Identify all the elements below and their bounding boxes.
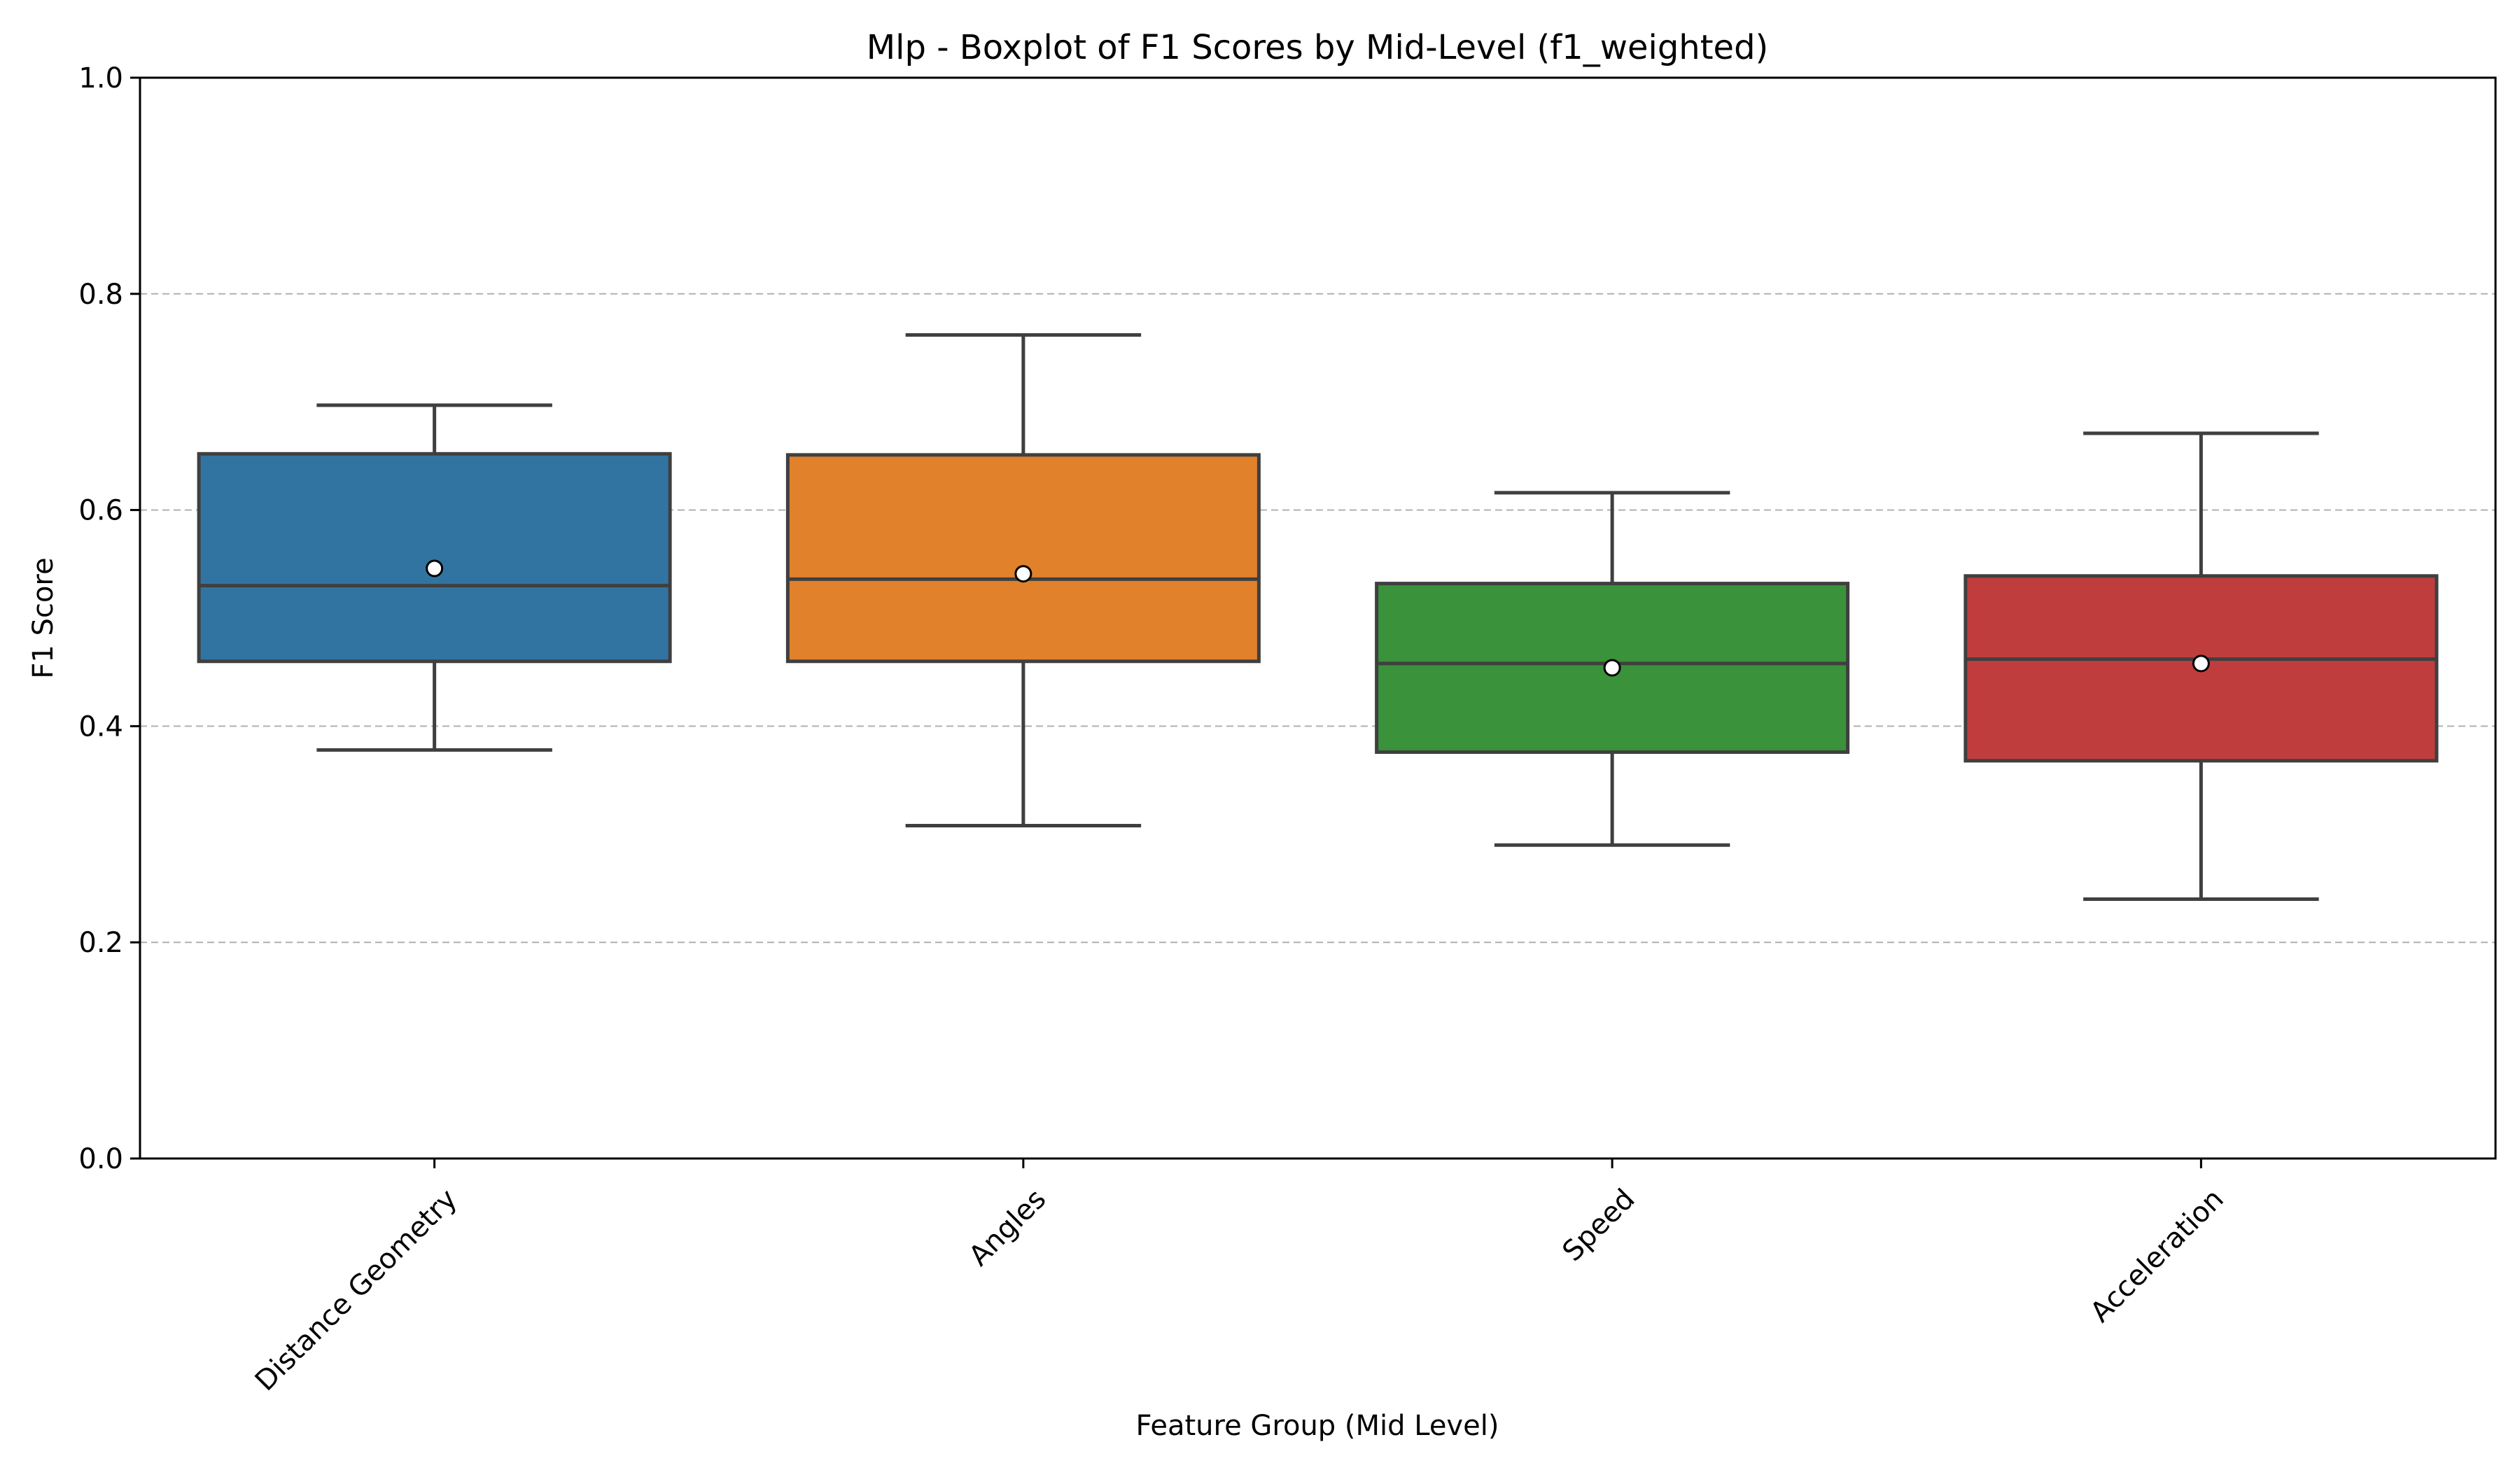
- x-tick-label: Distance Geometry: [249, 1183, 463, 1397]
- iqr-box: [785, 453, 1261, 664]
- x-axis-title: Feature Group (Mid Level): [1136, 1410, 1499, 1442]
- boxes: [197, 332, 2439, 901]
- box-acceleration: [1963, 431, 2439, 901]
- box-distance-geometry: [197, 403, 672, 752]
- iqr-box: [197, 451, 672, 664]
- x-tick-label: Speed: [1556, 1183, 1641, 1268]
- axes: [130, 76, 2497, 1168]
- y-tick-label: 1.0: [78, 62, 123, 94]
- plot-area-frame: [139, 76, 2497, 1160]
- y-axis-title: F1 Score: [27, 557, 59, 678]
- y-tick-label: 0.6: [78, 495, 123, 527]
- mean-marker: [426, 559, 444, 578]
- y-tick-label: 0.8: [78, 279, 123, 311]
- chart-title: Mlp - Boxplot of F1 Scores by Mid-Level …: [867, 28, 1769, 67]
- y-tick-label: 0.2: [78, 927, 123, 959]
- x-tick-label: Acceleration: [2085, 1183, 2230, 1329]
- mean-marker: [2192, 654, 2210, 673]
- box-angles: [785, 332, 1261, 827]
- y-tick-label: 0.0: [78, 1143, 123, 1175]
- tick-labels: 0.0 0.2 0.4 0.6 0.8 1.0 Distance Geometry Angle…: [78, 62, 2230, 1397]
- box-speed: [1375, 491, 1850, 847]
- mean-marker: [1014, 565, 1032, 583]
- mean-marker: [1603, 659, 1621, 677]
- y-tick-label: 0.4: [78, 710, 123, 743]
- x-tick-label: Angles: [963, 1183, 1053, 1273]
